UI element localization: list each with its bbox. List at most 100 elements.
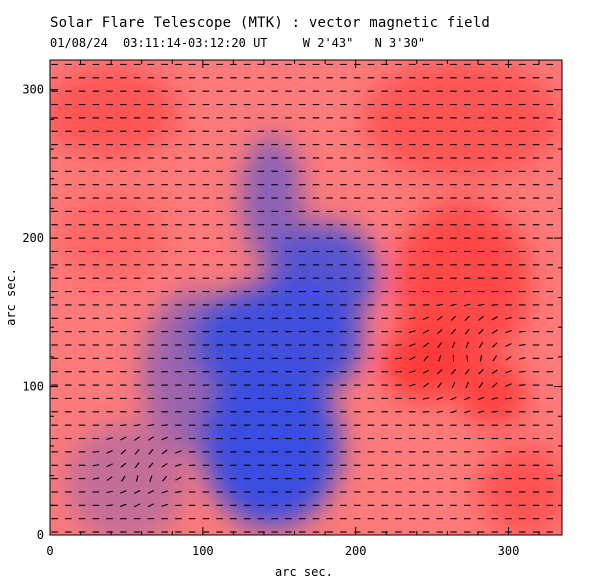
chart-title: Solar Flare Telescope (MTK) : vector mag… <box>50 15 491 31</box>
field-vector <box>479 355 483 362</box>
pointing-longitude: W 2'43" <box>302 36 354 50</box>
field-vector <box>491 410 499 413</box>
field-vector <box>106 476 113 481</box>
field-vector <box>120 490 127 494</box>
observation-time: 03:11:14-03:12:20 UT <box>123 36 268 50</box>
field-vector <box>451 381 456 389</box>
field-vector <box>464 396 471 401</box>
field-vector <box>505 397 512 400</box>
magnetic-field-map <box>50 60 562 535</box>
field-vector <box>161 449 168 455</box>
field-vector <box>464 368 470 375</box>
field-vector <box>505 317 512 320</box>
chart-subtitle: 01/08/24 03:11:14-03:12:20 UT W 2'43" N … <box>50 36 425 50</box>
field-vector <box>106 504 113 507</box>
field-vector <box>148 449 154 455</box>
field-vector <box>478 328 484 335</box>
field-vector <box>466 355 469 362</box>
field-vector <box>175 437 182 440</box>
field-vector <box>491 304 499 306</box>
field-vector <box>134 462 140 469</box>
field-vector <box>161 436 168 441</box>
field-vector <box>491 342 498 348</box>
field-region-positive-nw <box>50 67 180 157</box>
field-vector <box>147 503 155 508</box>
x-tick-label: 300 <box>498 544 520 558</box>
y-tick-label: 100 <box>22 380 44 394</box>
field-vector <box>505 330 512 334</box>
field-vector <box>478 315 484 321</box>
field-vector <box>464 315 470 321</box>
field-vector <box>464 328 470 335</box>
field-vector <box>477 410 485 414</box>
field-vector <box>437 382 443 389</box>
field-vector <box>120 462 127 468</box>
field-vector <box>161 490 168 494</box>
field-region-positive-east <box>393 201 532 365</box>
field-vector <box>121 475 126 482</box>
field-vector <box>465 341 469 349</box>
field-vector <box>175 463 182 467</box>
x-axis-label: arc sec. <box>275 565 333 579</box>
field-vector <box>92 477 100 480</box>
field-vector <box>505 356 512 361</box>
field-vector <box>436 303 444 307</box>
vector-field-layer <box>51 63 554 533</box>
field-vector <box>505 370 512 374</box>
field-vector <box>147 490 155 494</box>
field-region-positive-north <box>363 60 562 179</box>
field-vector <box>463 410 471 414</box>
field-vector <box>120 424 127 427</box>
field-vector <box>518 370 526 373</box>
x-tick-label: 100 <box>192 544 214 558</box>
observation-date: 01/08/24 <box>50 36 108 50</box>
field-vector <box>505 343 512 347</box>
field-vector <box>161 503 168 507</box>
field-vector <box>175 490 182 493</box>
field-vector <box>175 476 182 481</box>
field-regions <box>50 60 562 535</box>
field-vector <box>162 475 168 482</box>
y-axis-label: arc sec. <box>3 268 18 326</box>
field-vector <box>437 342 443 348</box>
field-vector <box>106 437 113 440</box>
field-vector <box>450 328 457 335</box>
field-vector <box>477 303 485 307</box>
field-region-weak-negative-sw <box>65 423 188 535</box>
field-vector <box>463 303 471 307</box>
field-vector <box>422 397 430 400</box>
field-vector <box>505 383 512 387</box>
field-vector <box>422 329 430 334</box>
field-vector <box>478 341 484 349</box>
axes-layer: 0 100 200 300 0 100 200 300 <box>22 59 562 558</box>
field-vector <box>436 329 443 335</box>
field-vector <box>408 330 416 333</box>
y-tick-label: 300 <box>22 83 44 97</box>
field-vector <box>477 396 485 401</box>
field-vector <box>148 462 154 469</box>
field-vector <box>465 381 470 389</box>
field-vector <box>92 450 100 453</box>
field-vector <box>478 369 484 375</box>
field-vector <box>450 315 457 321</box>
field-region-negative-tongue <box>241 134 303 268</box>
field-vector <box>135 475 139 482</box>
field-vector <box>120 449 127 455</box>
field-vector <box>450 396 457 401</box>
field-region-negative-plage-upper <box>271 223 379 328</box>
field-vector <box>491 316 498 321</box>
field-region-positive-se <box>477 445 562 535</box>
field-region-positive-spot-2 <box>459 361 527 427</box>
field-vector <box>491 369 498 374</box>
field-vector <box>436 369 443 375</box>
field-vector <box>422 316 430 321</box>
field-vector <box>491 329 498 334</box>
field-vector <box>518 357 526 360</box>
field-vector <box>492 355 498 362</box>
x-tick-label: 0 <box>46 544 53 558</box>
field-vector <box>92 464 100 467</box>
field-vector <box>451 341 456 349</box>
x-tick-label: 200 <box>345 544 367 558</box>
field-vector <box>408 317 416 320</box>
